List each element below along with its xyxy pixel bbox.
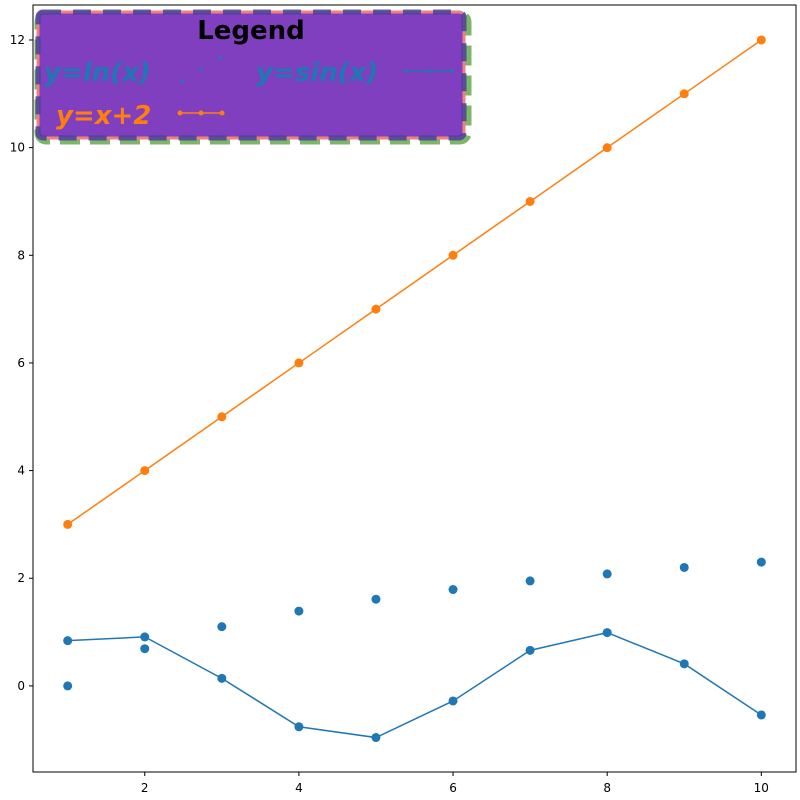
y-tick-label: 8 bbox=[17, 248, 25, 262]
data-point bbox=[756, 710, 766, 720]
data-point bbox=[602, 143, 612, 153]
x-tick-label: 6 bbox=[449, 781, 457, 795]
data-point bbox=[63, 519, 73, 529]
legend: Legend y=ln(x) y=sin(x) y=x+2 bbox=[34, 9, 472, 145]
axes: 2 4 6 8 10 0 2 4 6 8 10 12 bbox=[10, 4, 797, 795]
y-tick-label: 6 bbox=[17, 356, 25, 370]
data-point bbox=[140, 632, 150, 642]
data-point bbox=[448, 696, 458, 706]
data-point bbox=[525, 196, 535, 206]
data-point bbox=[525, 576, 535, 586]
legend-title: Legend bbox=[197, 16, 305, 46]
data-point bbox=[756, 35, 766, 45]
series-line bbox=[67, 631, 762, 739]
data-point bbox=[602, 628, 612, 638]
data-point bbox=[448, 585, 458, 595]
legend-frame-inner-dash bbox=[35, 9, 467, 141]
y-tick-label: 4 bbox=[17, 464, 25, 478]
legend-label-sin: y=sin(x) bbox=[256, 58, 378, 88]
series-1 bbox=[63, 557, 766, 691]
data-point bbox=[217, 673, 227, 683]
data-point bbox=[140, 644, 150, 654]
x-tick-label: 10 bbox=[754, 781, 769, 795]
data-point bbox=[756, 557, 766, 567]
data-point bbox=[294, 606, 304, 616]
y-tick-label: 0 bbox=[17, 679, 25, 693]
data-point bbox=[602, 569, 612, 579]
series-line bbox=[67, 39, 762, 526]
data-point bbox=[371, 733, 381, 743]
data-point bbox=[679, 659, 689, 669]
x-tick-label: 8 bbox=[603, 781, 611, 795]
series-2 bbox=[63, 628, 766, 743]
data-point bbox=[217, 412, 227, 422]
series-3 bbox=[63, 35, 766, 529]
data-point bbox=[679, 89, 689, 99]
y-tick-label: 10 bbox=[10, 141, 25, 155]
x-tick-label: 4 bbox=[295, 781, 303, 795]
data-point bbox=[294, 722, 304, 732]
data-point bbox=[679, 562, 689, 572]
data-point bbox=[63, 681, 73, 691]
legend-label-ln: y=ln(x) bbox=[44, 58, 151, 88]
data-point bbox=[448, 250, 458, 260]
legend-handle-ln bbox=[180, 56, 222, 83]
legend-label-linear: y=x+2 bbox=[56, 101, 151, 131]
y-tick-label: 12 bbox=[10, 33, 25, 47]
data-point bbox=[63, 636, 73, 646]
data-point bbox=[140, 466, 150, 476]
legend-handle-linear bbox=[177, 110, 225, 116]
data-point bbox=[371, 594, 381, 604]
axes-frame bbox=[32, 4, 797, 773]
data-point bbox=[371, 304, 381, 314]
data-point bbox=[525, 645, 535, 655]
plot-area bbox=[63, 35, 766, 743]
y-tick-label: 2 bbox=[17, 571, 25, 585]
legend-handle-sin bbox=[404, 69, 454, 73]
data-point bbox=[217, 622, 227, 632]
data-point bbox=[294, 358, 304, 368]
x-tick-label: 2 bbox=[141, 781, 149, 795]
